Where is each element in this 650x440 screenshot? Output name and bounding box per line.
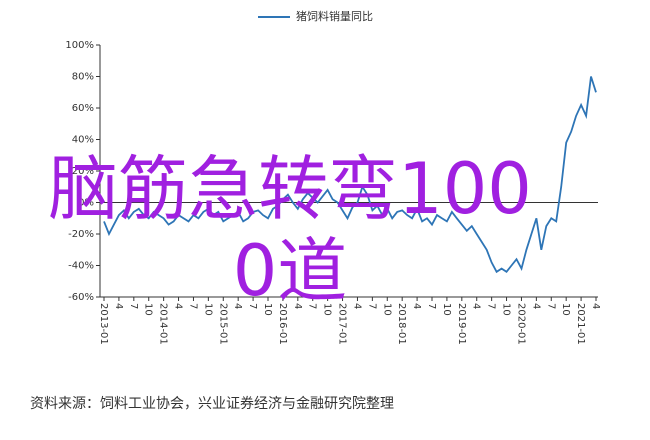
y-tick-label: 0%	[78, 198, 94, 209]
x-tick-label: 7	[545, 303, 556, 309]
x-tick-label: 7	[307, 303, 318, 309]
x-tick-label: 2019-01	[456, 303, 467, 345]
x-tick-label: 4	[113, 303, 124, 309]
overlay-text: 脑筋急转弯1000道	[48, 148, 532, 312]
x-tick-label: 2017-01	[337, 303, 348, 345]
x-tick-label: 10	[202, 303, 213, 316]
x-tick-label: 2015-01	[217, 303, 228, 345]
x-tick-label: 4	[173, 303, 184, 309]
y-tick-label: 80%	[72, 72, 94, 83]
legend-label: 猪饲料销量同比	[296, 9, 373, 23]
x-tick-label: 2016-01	[277, 303, 288, 345]
y-tick-label: -40%	[68, 261, 94, 272]
x-tick-label: 4	[471, 303, 482, 309]
x-tick-label: 7	[247, 303, 258, 309]
x-tick-label: 10	[262, 303, 273, 316]
y-tick-label: -60%	[68, 292, 94, 303]
x-tick-label: 7	[426, 303, 437, 309]
x-tick-label: 10	[501, 303, 512, 316]
x-tick-label: 7	[486, 303, 497, 309]
x-tick-label: 2013-01	[98, 303, 109, 345]
x-tick-label: 4	[351, 303, 362, 309]
x-tick-label: 2020-01	[515, 303, 526, 345]
x-tick-label: 10	[381, 303, 392, 316]
y-tick-label: -20%	[68, 229, 94, 240]
x-tick-label: 4	[590, 303, 601, 309]
x-tick-label: 10	[441, 303, 452, 316]
x-tick-label: 2014-01	[158, 303, 169, 345]
x-tick-label: 2021-01	[575, 303, 586, 345]
x-tick-label: 7	[187, 303, 198, 309]
x-tick-label: 7	[128, 303, 139, 309]
x-tick-label: 4	[411, 303, 422, 309]
x-tick-label: 10	[322, 303, 333, 316]
y-tick-label: 20%	[72, 166, 94, 177]
x-tick-label: 2018-01	[396, 303, 407, 345]
source-note: 资料来源：饲料工业协会，兴业证券经济与金融研究院整理	[30, 396, 394, 412]
x-tick-label: 4	[292, 303, 303, 309]
x-tick-label: 4	[530, 303, 541, 309]
y-tick-label: 100%	[65, 40, 94, 51]
x-tick-label: 10	[560, 303, 571, 316]
y-tick-label: 60%	[72, 103, 94, 114]
y-tick-label: 40%	[72, 135, 94, 146]
x-tick-label: 10	[143, 303, 154, 316]
x-tick-label: 7	[366, 303, 377, 309]
x-tick-label: 4	[232, 303, 243, 309]
data-line	[103, 76, 597, 274]
